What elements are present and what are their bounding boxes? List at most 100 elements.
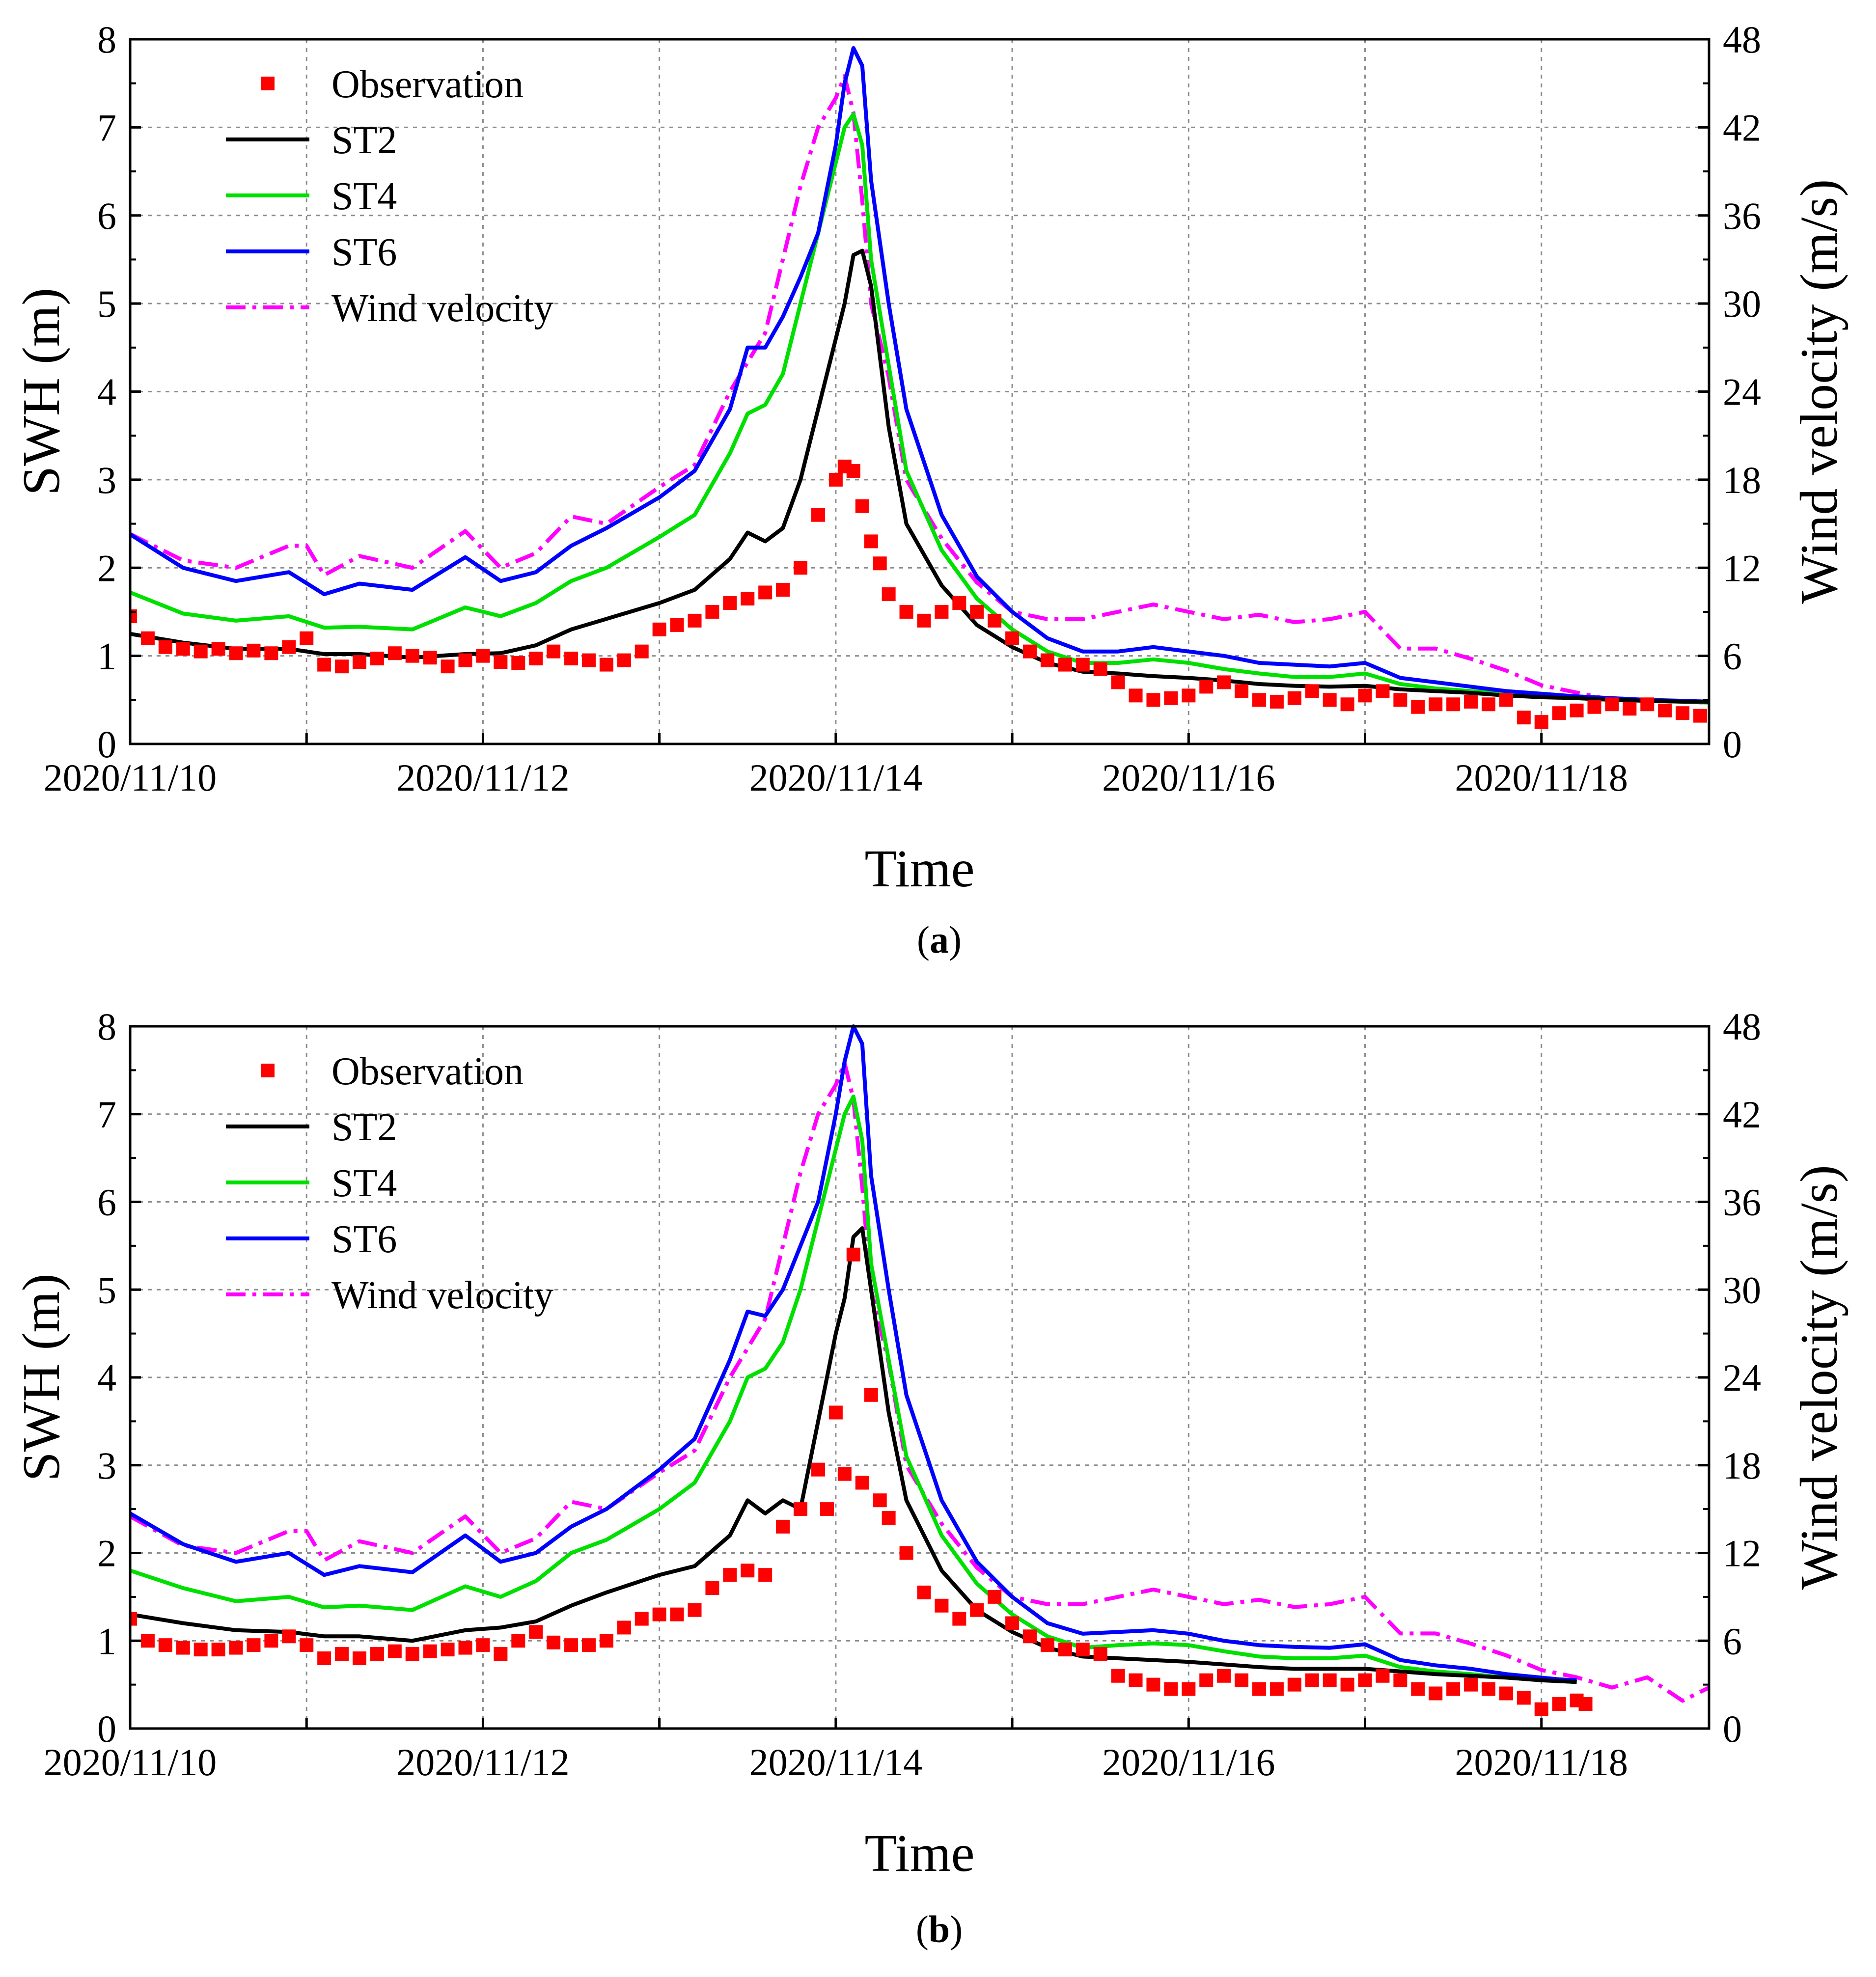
observation-point: [282, 640, 296, 654]
observation-point: [317, 658, 331, 672]
y2-axis-title: Wind velocity (m/s): [1790, 179, 1848, 604]
observation-point: [176, 642, 190, 656]
observation-point: [1579, 1697, 1593, 1711]
caption-letter: a: [930, 918, 949, 961]
y-tick-label: 5: [97, 282, 116, 325]
observation-point: [935, 605, 948, 619]
observation-point: [335, 659, 349, 673]
y2-tick-label: 36: [1723, 1181, 1761, 1224]
y-tick-label: 2: [97, 547, 116, 589]
observation-point: [300, 1638, 313, 1652]
panel-b: 01234567806121824303642482020/11/10 2020/…: [12, 1005, 1848, 1950]
legend-label-wind-velocity: Wind velocity: [331, 287, 553, 330]
y-tick-label: 1: [97, 635, 116, 678]
observation-point: [900, 1546, 913, 1560]
observation-point: [406, 1647, 419, 1661]
observation-point: [459, 654, 472, 667]
observation-point: [1146, 1678, 1160, 1692]
legend-swatch-observation: [261, 77, 275, 90]
x-tick-label: 2020/11/16: [1102, 1741, 1275, 1784]
observation-point: [855, 499, 869, 513]
observation-point: [1464, 1678, 1478, 1692]
observation-point: [511, 1634, 525, 1648]
observation-point: [741, 592, 754, 605]
observation-point: [264, 1634, 278, 1648]
observation-point: [229, 1641, 243, 1655]
y-tick-label: 6: [97, 1181, 116, 1224]
observation-point: [688, 1603, 701, 1617]
observation-point: [441, 659, 455, 673]
observation-point: [141, 632, 155, 645]
observation-point: [1499, 693, 1513, 707]
observation-point: [635, 645, 649, 659]
observation-point: [1270, 1682, 1284, 1696]
y2-tick-label: 6: [1723, 635, 1742, 678]
x-tick-label: 2020/11/16: [1102, 756, 1275, 799]
observation-point: [494, 655, 507, 669]
observation-point: [935, 1599, 948, 1613]
legend-label-wind-velocity: Wind velocity: [331, 1274, 553, 1317]
observation-point: [1429, 1687, 1442, 1701]
observation-point: [229, 646, 243, 660]
y-tick-label: 8: [97, 1005, 116, 1048]
y2-tick-label: 12: [1723, 1532, 1761, 1575]
observation-point: [873, 1493, 887, 1507]
observation-point: [1252, 1682, 1266, 1696]
observation-point: [917, 614, 931, 628]
legend-label-st4: ST4: [331, 1162, 397, 1205]
observation-point: [617, 1620, 631, 1634]
observation-point: [705, 605, 719, 619]
observation-point: [820, 1502, 834, 1516]
observation-point: [741, 1564, 754, 1577]
x-tick-label: 2020/11/10: [44, 1741, 217, 1784]
y-tick-label: 2: [97, 1532, 116, 1575]
observation-point: [688, 614, 701, 628]
observation-point: [564, 652, 578, 665]
observation-point: [1517, 1691, 1531, 1704]
y-axis-title: SWH (m): [12, 1274, 71, 1482]
observation-point: [212, 1643, 225, 1656]
y2-tick-label: 18: [1723, 459, 1761, 501]
observation-point: [317, 1651, 331, 1665]
observation-point: [653, 1608, 666, 1621]
observation-point: [1182, 1682, 1195, 1696]
observation-point: [547, 1636, 560, 1649]
observation-point: [988, 1590, 1001, 1604]
observation-point: [1623, 702, 1636, 715]
panel-caption: (a): [917, 918, 962, 961]
observation-point: [159, 1638, 172, 1652]
observation-point: [1288, 691, 1301, 705]
y-tick-label: 3: [97, 459, 116, 501]
observation-point: [917, 1586, 931, 1599]
legend-label-st2: ST2: [331, 119, 397, 162]
observation-point: [1217, 675, 1231, 689]
observation-point: [882, 587, 896, 601]
observation-point: [353, 655, 366, 669]
observation-point: [582, 1638, 596, 1652]
caption-paren-open: (: [917, 918, 930, 961]
observation-point: [1005, 1617, 1019, 1630]
observation-point: [952, 1612, 966, 1626]
observation-point: [1411, 1682, 1425, 1696]
y-tick-label: 4: [97, 1356, 116, 1399]
observation-point: [1305, 1674, 1319, 1687]
observation-point: [1288, 1678, 1301, 1692]
y2-tick-label: 30: [1723, 282, 1761, 325]
observation-point: [1270, 695, 1284, 709]
observation-point: [1023, 1629, 1037, 1643]
observation-point: [1041, 654, 1054, 667]
observation-point: [1482, 697, 1495, 711]
observation-point: [388, 1645, 402, 1658]
observation-point: [855, 1476, 869, 1490]
observation-point: [335, 1647, 349, 1661]
observation-point: [247, 644, 260, 658]
observation-point: [600, 1634, 613, 1648]
observation-point: [635, 1612, 649, 1626]
observation-point: [547, 645, 560, 659]
observation-point: [494, 1647, 507, 1661]
observation-point: [247, 1638, 260, 1652]
y2-tick-label: 30: [1723, 1268, 1761, 1311]
caption-paren-close: ): [950, 1908, 963, 1950]
observation-point: [1535, 1702, 1548, 1716]
observation-point: [670, 618, 684, 632]
